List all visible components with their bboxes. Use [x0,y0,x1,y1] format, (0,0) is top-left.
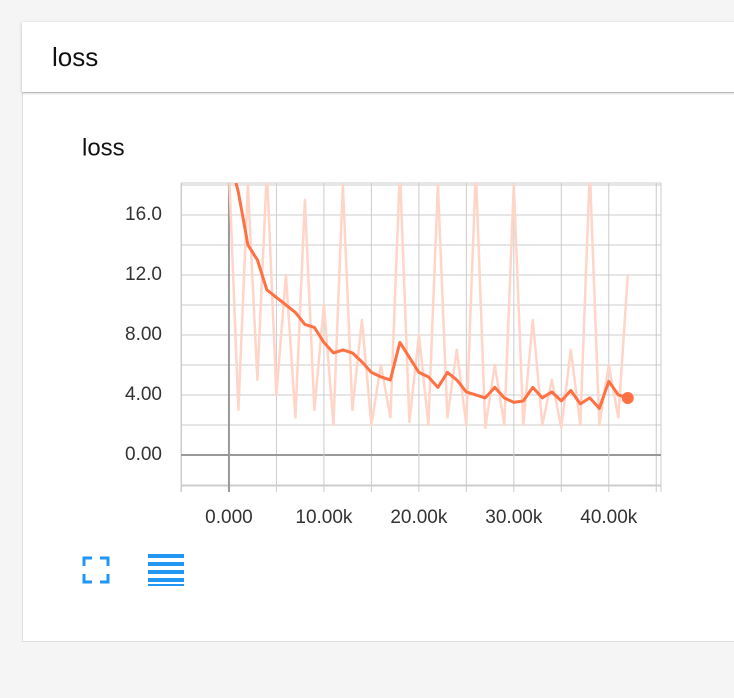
header: loss [22,22,734,92]
x-tick-label: 10.00k [295,507,353,528]
last-point [621,391,634,404]
smoothed-line [234,183,629,410]
data-table-button[interactable] [148,554,184,586]
x-tick-label: 20.00k [390,507,448,528]
y-tick-label: 16.0 [125,204,162,225]
y-tick-label: 4.00 [125,384,162,405]
fullscreen-button[interactable] [82,556,110,584]
card [22,92,734,642]
raw-line [228,183,630,430]
y-tick-label: 12.0 [125,264,162,285]
x-tick-label: 40.00k [580,507,638,528]
x-tick-label: 0.000 [205,507,253,528]
y-tick-label: 0.00 [125,444,162,465]
header-title: loss [52,42,99,72]
y-tick-label: 8.00 [125,324,162,345]
chart-title: loss [82,134,125,161]
x-tick-label: 30.00k [485,507,543,528]
